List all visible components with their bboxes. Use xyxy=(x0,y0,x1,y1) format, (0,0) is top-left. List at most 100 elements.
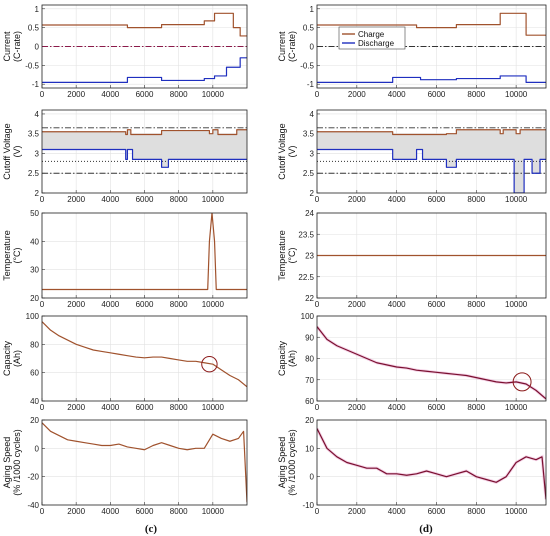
tick-label-x: 8000 xyxy=(170,403,188,412)
y-axis-label-line: Capacity xyxy=(2,340,12,376)
tick-label-x: 4000 xyxy=(101,300,119,309)
tick-label-x: 0 xyxy=(40,507,45,516)
tick-label-y: -1 xyxy=(32,80,40,89)
y-axis-label-line: Aging Speed xyxy=(277,437,287,489)
tick-label-y: 90 xyxy=(305,333,314,342)
tick-label-y: 22.5 xyxy=(298,273,314,282)
tick-label-y: 3.5 xyxy=(303,130,315,139)
tick-label-y: 4 xyxy=(35,110,40,119)
tick-label-x: 8000 xyxy=(467,90,485,99)
axes-frame xyxy=(316,419,547,506)
tick-label-x: 0 xyxy=(315,90,320,99)
tick-label-y: 20 xyxy=(305,416,314,425)
y-axis-label-line: (Ah) xyxy=(12,350,22,367)
y-axis-label: Current(C-rate) xyxy=(277,31,297,62)
y-axis-label-line: Temperature xyxy=(2,230,12,281)
tick-label-x: 2000 xyxy=(67,507,85,516)
tick-label-x: 4000 xyxy=(101,90,119,99)
series-line-charge xyxy=(42,422,247,503)
tick-label-x: 2000 xyxy=(67,403,85,412)
legend-label: Discharge xyxy=(358,39,395,48)
series-line-charge xyxy=(42,321,247,388)
tick-label-x: 2000 xyxy=(348,195,366,204)
chart-d-capacity: 0 2000 4000 6000 8000 10000 60 70 80 90 100 Capacit… xyxy=(277,312,547,412)
series-line-mixed xyxy=(317,326,546,400)
tick-label-x: 6000 xyxy=(428,507,446,516)
tick-label-x: 10000 xyxy=(505,403,528,412)
y-axis-label-line: (Ah) xyxy=(287,350,297,367)
series-line-charge xyxy=(42,12,247,37)
series-line-discharge xyxy=(42,148,247,168)
tick-label-y: 30 xyxy=(30,266,39,275)
tick-label-x: 0 xyxy=(315,403,320,412)
plot-content xyxy=(42,127,247,174)
tick-label-x: 10000 xyxy=(202,90,225,99)
tick-label-x: 10000 xyxy=(505,195,528,204)
tick-label-y: 2 xyxy=(310,189,315,198)
tick-label-x: 0 xyxy=(40,403,45,412)
y-axis-label-line: (V) xyxy=(287,146,297,158)
tick-label-x: 4000 xyxy=(388,403,406,412)
y-axis-label-line: (C-rate) xyxy=(12,31,22,62)
tick-label-x: 8000 xyxy=(467,300,485,309)
y-axis-label: Cutoff Voltage(V) xyxy=(277,123,297,179)
tick-label-x: 2000 xyxy=(348,300,366,309)
axes-frame xyxy=(316,4,547,89)
tick-label-y: 10 xyxy=(305,444,314,453)
axes-frame xyxy=(316,315,547,402)
tick-label-x: 8000 xyxy=(467,403,485,412)
tick-label-y: 100 xyxy=(301,312,315,321)
tick-label-y: 2.5 xyxy=(28,169,40,178)
plot-content xyxy=(317,127,546,193)
tick-label-y: 1 xyxy=(310,5,315,14)
series-line-charge xyxy=(42,213,247,291)
y-axis-label: Cutoff Voltage(V) xyxy=(2,123,22,179)
tick-label-x: 6000 xyxy=(136,300,154,309)
series-line-discharge xyxy=(317,75,546,83)
tick-label-x: 0 xyxy=(40,300,45,309)
y-axis-label-line: (C-rate) xyxy=(287,31,297,62)
tick-label-y: 70 xyxy=(305,376,314,385)
tick-label-y: 23.5 xyxy=(298,230,314,239)
tick-label-x: 0 xyxy=(315,195,320,204)
series-line-charge xyxy=(317,129,546,136)
tick-label-x: 0 xyxy=(40,90,45,99)
axes-frame xyxy=(41,419,248,506)
y-axis-label: Aging Speed(% /1000 cycles) xyxy=(2,429,22,496)
tick-label-y: -40 xyxy=(27,501,39,510)
y-axis-label-line: (V) xyxy=(12,146,22,158)
shaded-region xyxy=(317,129,546,193)
tick-label-y: 40 xyxy=(30,237,39,246)
series-line-charge xyxy=(317,12,546,36)
chart-d-voltage: 0 2000 4000 6000 8000 10000 2 2.5 3 3.5 4 Cutoff Vo… xyxy=(277,109,547,204)
tick-label-y: 80 xyxy=(30,340,39,349)
y-axis-label-line: (% /1000 cycles) xyxy=(287,429,297,496)
tick-label-y: 0 xyxy=(35,444,40,453)
tick-label-y: 22 xyxy=(305,294,314,303)
y-axis-label: Aging Speed(% /1000 cycles) xyxy=(277,429,297,496)
y-axis-label: Temperature(°C) xyxy=(2,230,22,281)
chart-c-capacity: 0 2000 4000 6000 8000 10000 40 60 80 100 Capacity(… xyxy=(2,312,248,412)
plot-content xyxy=(317,325,546,401)
tick-label-y: 0.5 xyxy=(303,24,315,33)
caption-c: (c) xyxy=(145,523,158,535)
tick-label-x: 6000 xyxy=(428,90,446,99)
plot-content xyxy=(42,12,247,83)
tick-label-x: 8000 xyxy=(170,195,188,204)
tick-label-y: 0 xyxy=(310,473,315,482)
series-line-discharge xyxy=(317,148,546,193)
tick-label-x: 2000 xyxy=(348,403,366,412)
tick-label-x: 10000 xyxy=(505,507,528,516)
tick-label-x: 6000 xyxy=(428,403,446,412)
tick-label-y: 3 xyxy=(310,149,315,158)
tick-label-y: 23 xyxy=(305,252,314,261)
plot-content xyxy=(42,213,247,291)
tick-label-x: 4000 xyxy=(388,90,406,99)
tick-label-x: 0 xyxy=(315,507,320,516)
axes-frame xyxy=(316,109,547,194)
tick-label-x: 4000 xyxy=(101,507,119,516)
tick-label-y: -20 xyxy=(27,473,39,482)
tick-label-y: 20 xyxy=(30,294,39,303)
tick-label-x: 4000 xyxy=(388,300,406,309)
